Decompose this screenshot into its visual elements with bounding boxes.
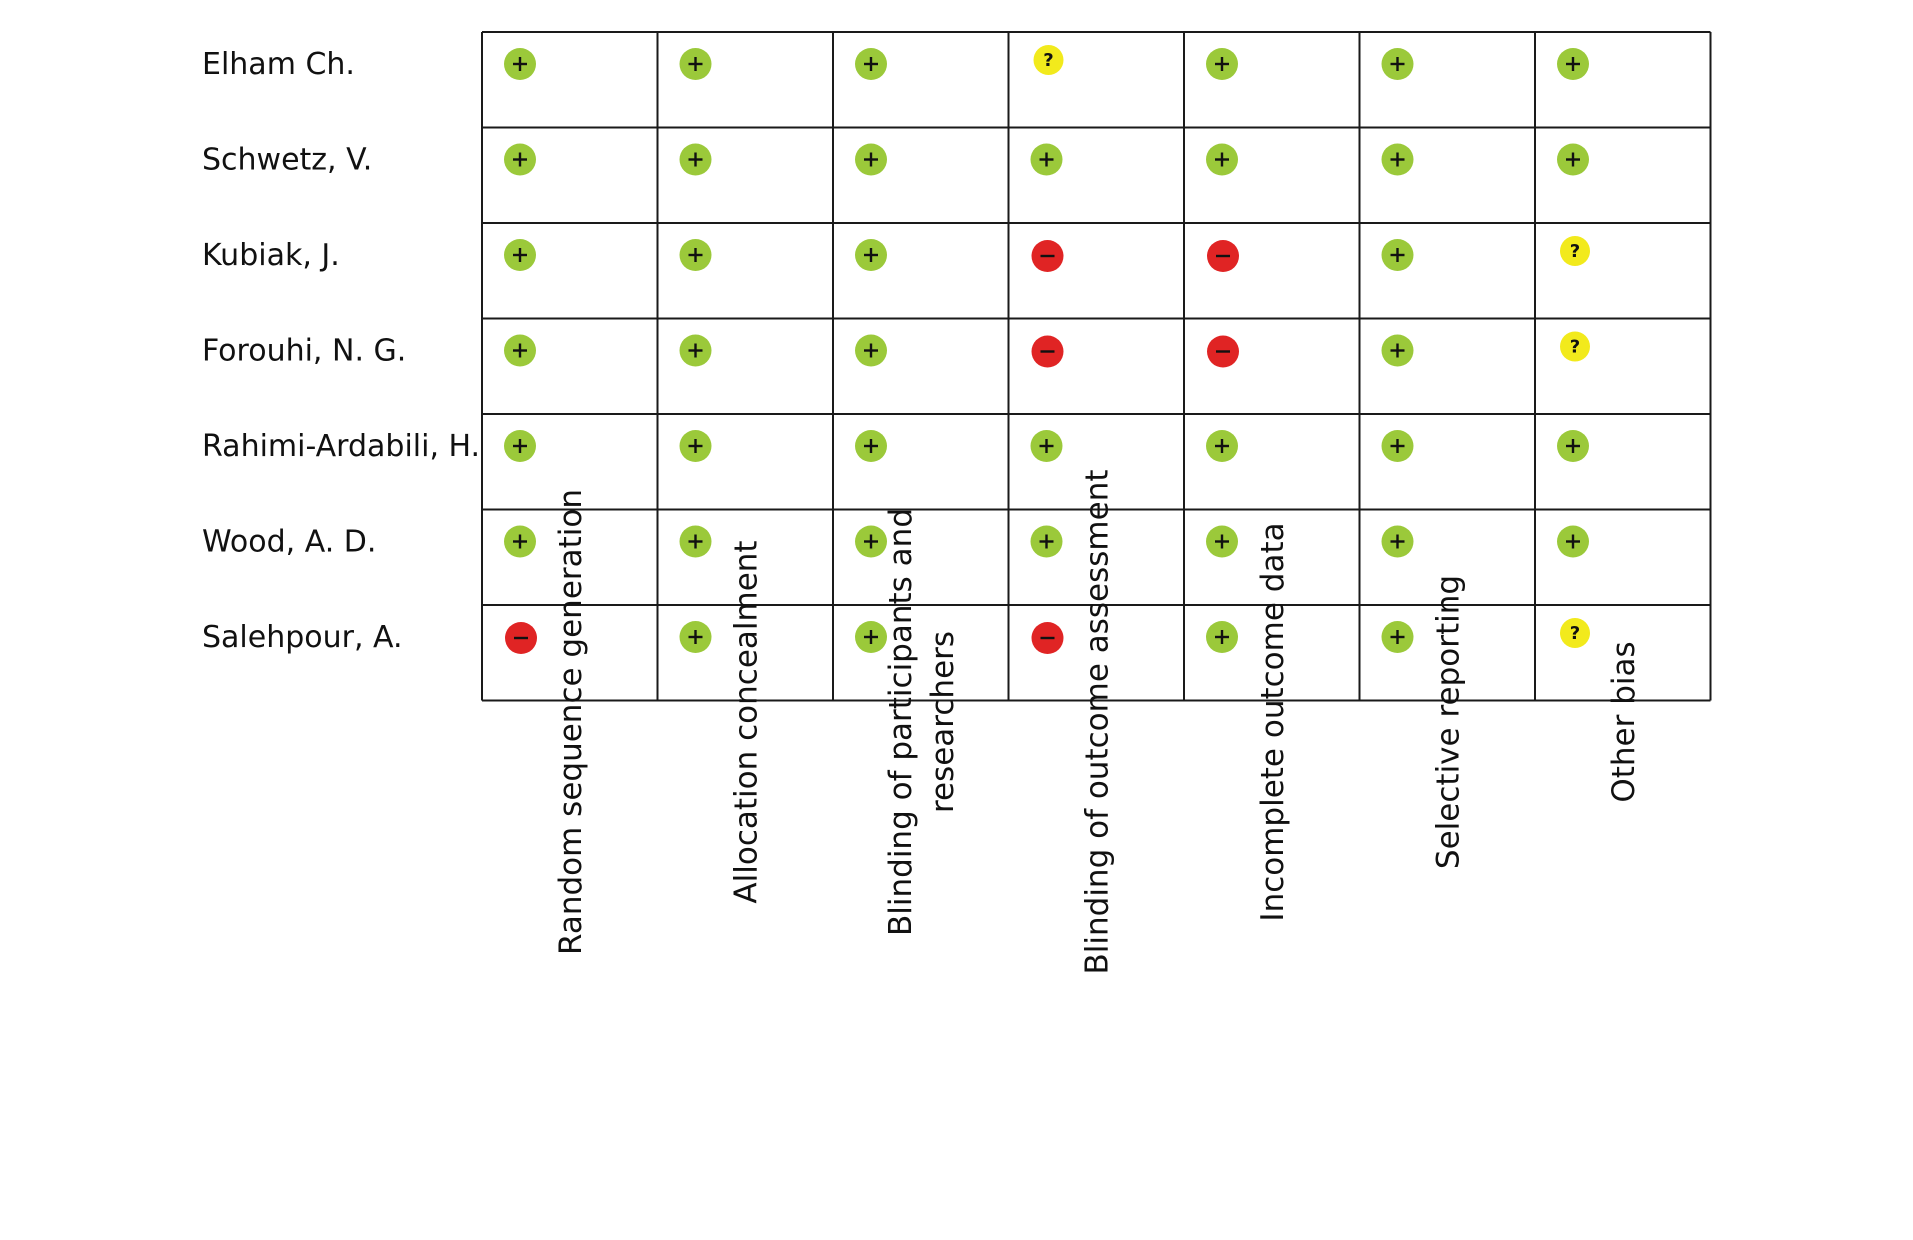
- domain-label-line: Allocation concealment: [728, 540, 764, 903]
- judgement-marker-low: [1381, 239, 1414, 271]
- judgement-marker-low: [1206, 621, 1238, 653]
- judgement-marker-low: [1206, 430, 1238, 462]
- judgement-marker-low: [1206, 48, 1238, 80]
- judgement-marker-high: [1207, 240, 1239, 272]
- domain-label: Random sequence generation: [553, 489, 589, 955]
- study-label: Forouhi, N. G.: [202, 334, 406, 369]
- study-label: Salehpour, A.: [202, 620, 403, 655]
- table-grid: [481, 31, 1712, 702]
- judgement-marker-low: [1030, 143, 1063, 176]
- judgement-marker-low: [679, 48, 712, 80]
- study-label: Schwetz, V.: [202, 143, 372, 178]
- judgement-marker-low: [679, 621, 712, 653]
- judgement-marker-low: [1557, 48, 1589, 80]
- domain-label: Other bias: [1606, 641, 1642, 802]
- domain-label: Blinding of outcome assessment: [1079, 470, 1115, 975]
- judgement-marker-low: [1381, 48, 1414, 80]
- judgement-marker-unclear: ?: [1560, 618, 1590, 648]
- judgement-marker-low: [1557, 430, 1589, 462]
- domain-label-line: researchers: [925, 631, 961, 813]
- judgement-marker-low: [1557, 143, 1589, 176]
- judgement-marker-high: [1031, 335, 1064, 368]
- question-mark: ?: [1570, 337, 1580, 358]
- judgement-marker-low: [855, 48, 887, 80]
- judgement-dot: [1560, 331, 1590, 362]
- judgement-marker-high: [505, 622, 537, 654]
- domain-label-line: Random sequence generation: [553, 489, 589, 955]
- judgement-marker-low: [1381, 525, 1414, 558]
- judgement-marker-low: [504, 525, 536, 558]
- judgement-marker-low: [855, 430, 887, 462]
- judgement-dot: [1560, 236, 1590, 266]
- judgement-marker-low: [855, 525, 887, 558]
- judgement-marker-low: [1381, 621, 1414, 653]
- judgement-marker-low: [679, 239, 712, 271]
- domain-label: Allocation concealment: [728, 540, 764, 903]
- judgement-marker-low: [1381, 334, 1414, 367]
- judgement-marker-low: [1206, 143, 1238, 176]
- judgement-marker-low: [855, 621, 887, 653]
- judgement-marker-low: [504, 143, 536, 176]
- judgement-marker-low: [679, 430, 712, 462]
- domain-label-line: Incomplete outcome data: [1255, 522, 1291, 921]
- judgement-marker-low: [504, 239, 536, 271]
- domain-label: Selective reporting: [1430, 575, 1466, 869]
- domain-label-line: Blinding of participants and: [883, 508, 919, 936]
- judgement-marker-low: [679, 525, 712, 558]
- judgement-marker-low: [1381, 430, 1414, 462]
- question-mark: ?: [1570, 241, 1580, 262]
- question-mark: ?: [1570, 623, 1580, 644]
- judgement-marker-low: [855, 239, 887, 271]
- domain-label: Incomplete outcome data: [1255, 522, 1291, 921]
- study-label: Elham Ch.: [202, 47, 355, 82]
- judgement-marker-low: [855, 334, 887, 367]
- judgement-marker-high: [1031, 240, 1064, 272]
- judgement-marker-low: [1206, 525, 1238, 558]
- study-label: Kubiak, J.: [202, 238, 340, 273]
- judgement-marker-low: [504, 48, 536, 80]
- judgement-marker-low: [855, 143, 887, 176]
- judgement-marker-unclear: ?: [1560, 331, 1590, 362]
- judgement-marker-high: [1031, 622, 1064, 654]
- study-label: Rahimi-Ardabili, H.: [202, 429, 480, 464]
- judgement-marker-low: [1030, 525, 1063, 558]
- study-label: Wood, A. D.: [202, 525, 376, 560]
- question-mark: ?: [1043, 50, 1053, 71]
- judgement-dot: [1560, 618, 1590, 648]
- judgement-marker-low: [679, 334, 712, 367]
- domain-label-line: Other bias: [1606, 641, 1642, 802]
- judgement-marker-low: [1381, 143, 1414, 176]
- judgement-marker-low: [1030, 430, 1063, 462]
- judgement-marker-low: [504, 430, 536, 462]
- domain-label-line: Selective reporting: [1430, 575, 1466, 869]
- judgement-marker-low: [504, 334, 536, 367]
- judgement-markers: ????: [504, 45, 1590, 654]
- judgement-marker-high: [1207, 335, 1239, 368]
- judgement-marker-low: [1557, 525, 1589, 558]
- domain-label: Blinding of participants and researchers: [883, 508, 961, 936]
- judgement-dot: [1033, 45, 1064, 75]
- domain-label-line: Blinding of outcome assessment: [1079, 470, 1115, 975]
- judgement-marker-unclear: ?: [1560, 236, 1590, 266]
- judgement-marker-low: [679, 143, 712, 176]
- domain-labels: Random sequence generation Allocation con…: [553, 470, 1642, 975]
- judgement-marker-unclear: ?: [1033, 45, 1064, 75]
- study-labels: Elham Ch. Schwetz, V. Kubiak, J. Forouhi, N…: [202, 47, 480, 655]
